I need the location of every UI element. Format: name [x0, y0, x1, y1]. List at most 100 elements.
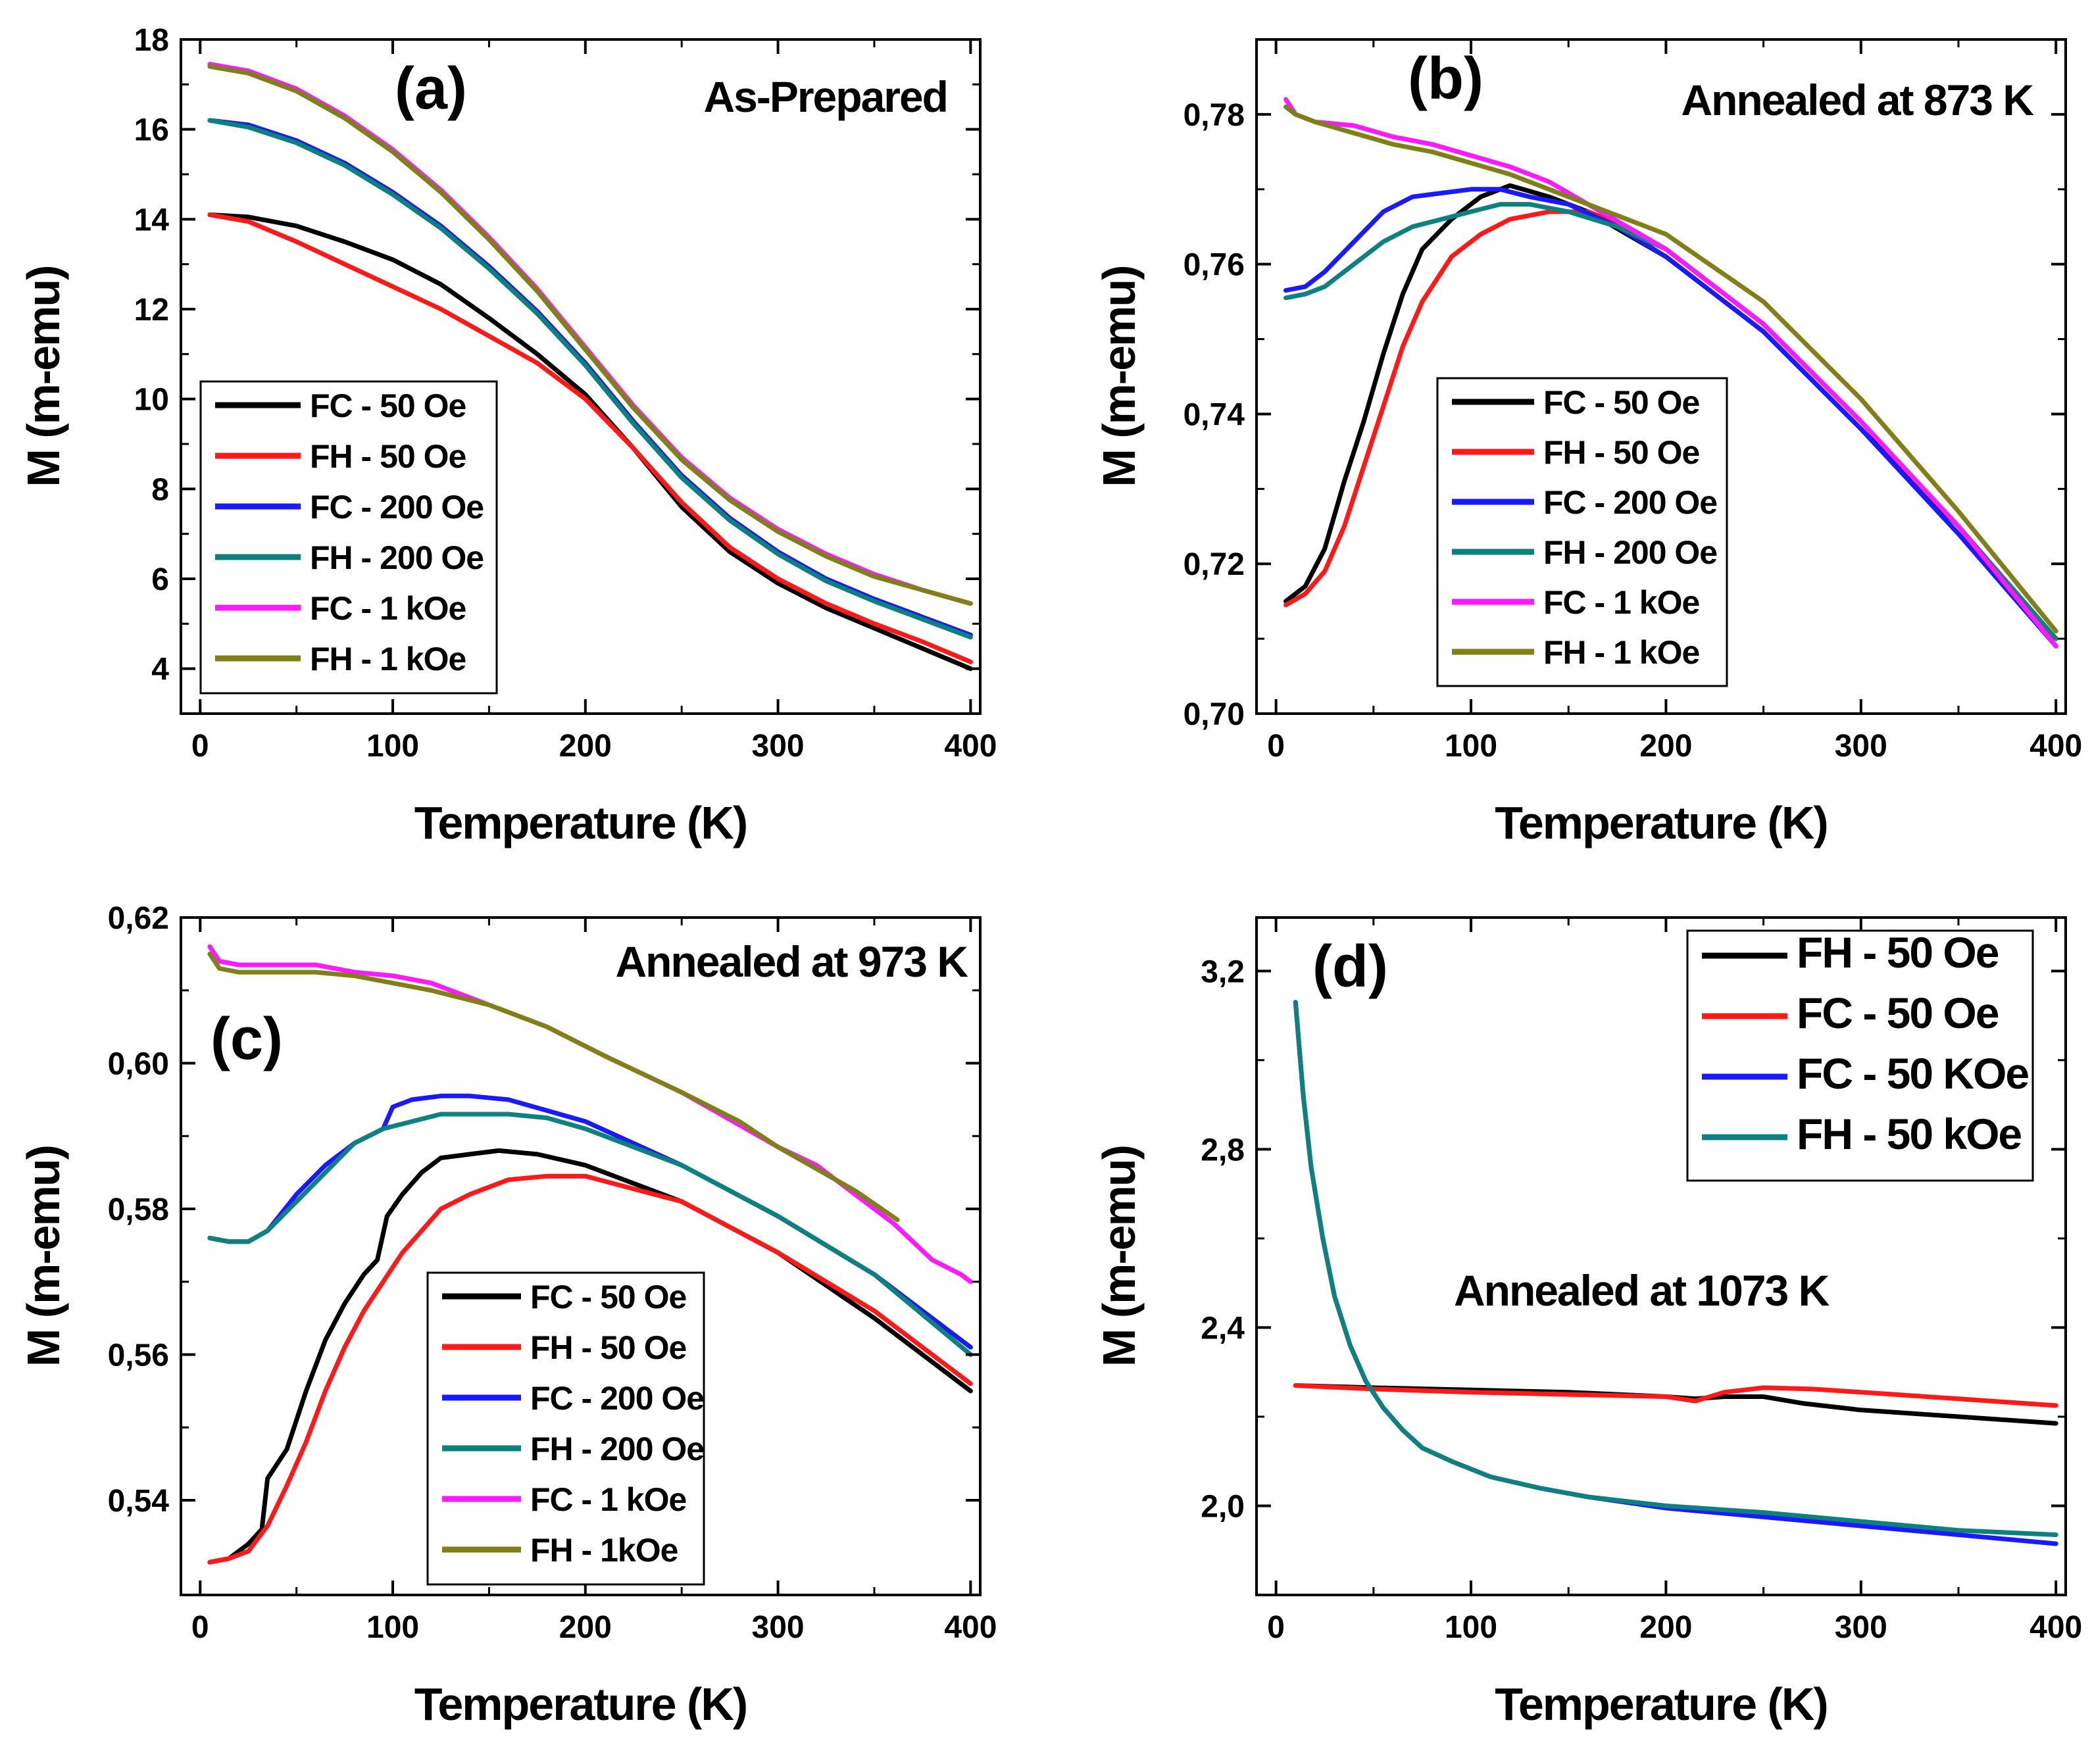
series-line-1	[207, 1148, 973, 1565]
x-axis-title: Temperature (K)	[414, 1678, 747, 1730]
x-tick-label: 300	[752, 729, 805, 764]
legend-label: FH - 1kOe	[530, 1532, 678, 1569]
y-tick-label: 0,78	[1183, 98, 1245, 133]
series-line-4	[207, 1112, 973, 1357]
y-tick-label: 10	[134, 383, 169, 418]
x-tick-label: 300	[752, 1610, 805, 1645]
legend: FC - 50 Oe FH - 50 Oe FC - 200 Oe FH - 200 …	[1436, 377, 1728, 687]
x-tick-label: 100	[1445, 729, 1497, 764]
panel-letter: (a)	[395, 56, 467, 122]
panel-letter: (b)	[1408, 46, 1483, 112]
y-tick-label: 3,2	[1201, 954, 1245, 989]
series-line-6	[207, 64, 973, 606]
y-tick-label: 12	[134, 293, 169, 328]
legend-label: FC - 50 Oe	[1543, 384, 1699, 421]
series-line-2	[207, 1173, 973, 1565]
x-axis-title: Temperature (K)	[1495, 1678, 1827, 1730]
y-axis-title: M (m-emu)	[1093, 1146, 1145, 1367]
x-tick-label: 0	[191, 729, 209, 764]
x-tick-label: 400	[2030, 1610, 2082, 1645]
legend-label: FH - 50 Oe	[1797, 928, 1999, 977]
x-tick-label: 100	[1445, 1610, 1497, 1645]
x-axis-title: Temperature (K)	[1495, 797, 1827, 848]
y-axis-title: M (m-emu)	[18, 266, 69, 487]
panel-annotation: As-Prepared	[704, 72, 948, 121]
panel-annotation: Annealed at 1073 K	[1454, 1266, 1830, 1315]
plot-frame	[180, 916, 982, 1596]
legend-label: FC - 200 Oe	[310, 489, 484, 526]
legend-label: FH - 200 Oe	[1543, 534, 1717, 571]
legend-label: FC - 200 Oe	[530, 1380, 704, 1417]
legend-label: FH - 50 Oe	[310, 438, 466, 475]
legend-label: FH - 200 Oe	[310, 539, 484, 576]
series-line-6	[1283, 105, 2058, 634]
panel-letter: (c)	[211, 1006, 283, 1072]
panel-letter: (d)	[1312, 934, 1388, 1000]
legend-label: FC - 50 KOe	[1797, 1049, 2028, 1098]
y-axis-title: M (m-emu)	[18, 1146, 69, 1367]
plot-frame	[1255, 38, 2067, 715]
series-line-3	[1283, 187, 2058, 649]
y-tick-label: 18	[134, 23, 169, 58]
panel-annotation: Annealed at 873 K	[1681, 76, 2034, 124]
legend-label: FH - 50 Oe	[1543, 434, 1699, 471]
x-axis-title: Temperature (K)	[414, 797, 747, 848]
x-tick-label: 200	[1639, 1610, 1692, 1645]
legend-label: FH - 50 kOe	[1797, 1110, 2021, 1158]
y-tick-label: 2,0	[1201, 1489, 1245, 1524]
x-tick-label: 100	[366, 1610, 419, 1645]
y-tick-label: 8	[151, 472, 169, 507]
panel-annotation: Annealed at 973 K	[615, 937, 968, 986]
legend-label: FC - 200 Oe	[1543, 484, 1717, 521]
legend-label: FH - 200 Oe	[530, 1431, 704, 1467]
y-tick-label: 16	[134, 113, 169, 148]
y-tick-label: 0,60	[108, 1047, 169, 1082]
series-line-5	[1283, 97, 2058, 649]
x-tick-label: 0	[1267, 1610, 1285, 1645]
x-tick-label: 300	[1835, 729, 1887, 764]
y-tick-label: 2,4	[1201, 1311, 1245, 1346]
legend-label: FH - 1 kOe	[1543, 634, 1699, 671]
y-tick-label: 4	[151, 652, 169, 687]
legend: FC - 50 Oe FH - 50 Oe FC - 200 Oe FH - 200 …	[426, 1271, 705, 1586]
x-tick-label: 300	[1835, 1610, 1887, 1645]
legend-box	[199, 380, 498, 695]
legend-label: FH - 1 kOe	[310, 641, 466, 677]
legend-label: FC - 1 kOe	[310, 590, 466, 627]
legend-label: FH - 50 Oe	[530, 1329, 686, 1366]
plot-frame	[1255, 916, 2067, 1596]
legend-label: FC - 50 Oe	[1797, 989, 1999, 1037]
y-tick-label: 14	[134, 203, 170, 237]
y-tick-label: 0,54	[108, 1484, 170, 1519]
y-tick-label: 6	[151, 562, 169, 597]
y-axis-title: M (m-emu)	[1093, 266, 1145, 487]
legend-label: FC - 50 Oe	[530, 1279, 686, 1315]
legend: FH - 50 Oe FC - 50 Oe FC - 50 KOe FH - 50 k…	[1686, 928, 2034, 1182]
y-tick-label: 0,76	[1183, 248, 1245, 283]
series-line-2	[207, 212, 973, 664]
x-tick-label: 0	[191, 1610, 209, 1645]
legend: FC - 50 Oe FH - 50 Oe FC - 200 Oe FH - 200 …	[199, 380, 498, 695]
y-tick-label: 0,72	[1183, 547, 1245, 582]
legend-label: FC - 1 kOe	[530, 1481, 686, 1518]
legend-label: FC - 1 kOe	[1543, 584, 1699, 621]
x-tick-label: 200	[1639, 729, 1692, 764]
x-tick-label: 400	[2030, 729, 2082, 764]
panel-b: 0 100 200 300 400 0,70 0,72 0,74 0,76 0,78 Tempera…	[1093, 38, 2082, 848]
series-line-4	[207, 118, 973, 640]
x-tick-label: 200	[559, 1610, 612, 1645]
series-line-2	[1293, 1383, 2058, 1408]
y-tick-label: 0,56	[108, 1338, 169, 1373]
y-tick-label: 0,70	[1183, 697, 1245, 732]
y-tick-label: 0,62	[108, 901, 169, 936]
series-line-1	[207, 212, 973, 672]
legend-box	[426, 1271, 705, 1586]
panel-a: 0 100 200 300 400 4 6 8 10 12 14 16 18 Temperature (K…	[18, 23, 997, 848]
panel-d: 0 100 200 300 400 2,0 2,4 2,8 3,2 Temperature (K)…	[1093, 916, 2082, 1730]
x-tick-label: 400	[944, 1610, 997, 1645]
x-tick-label: 0	[1267, 729, 1285, 764]
plot-frame	[180, 38, 982, 715]
legend-box	[1436, 377, 1728, 687]
y-tick-label: 2,8	[1201, 1133, 1245, 1167]
